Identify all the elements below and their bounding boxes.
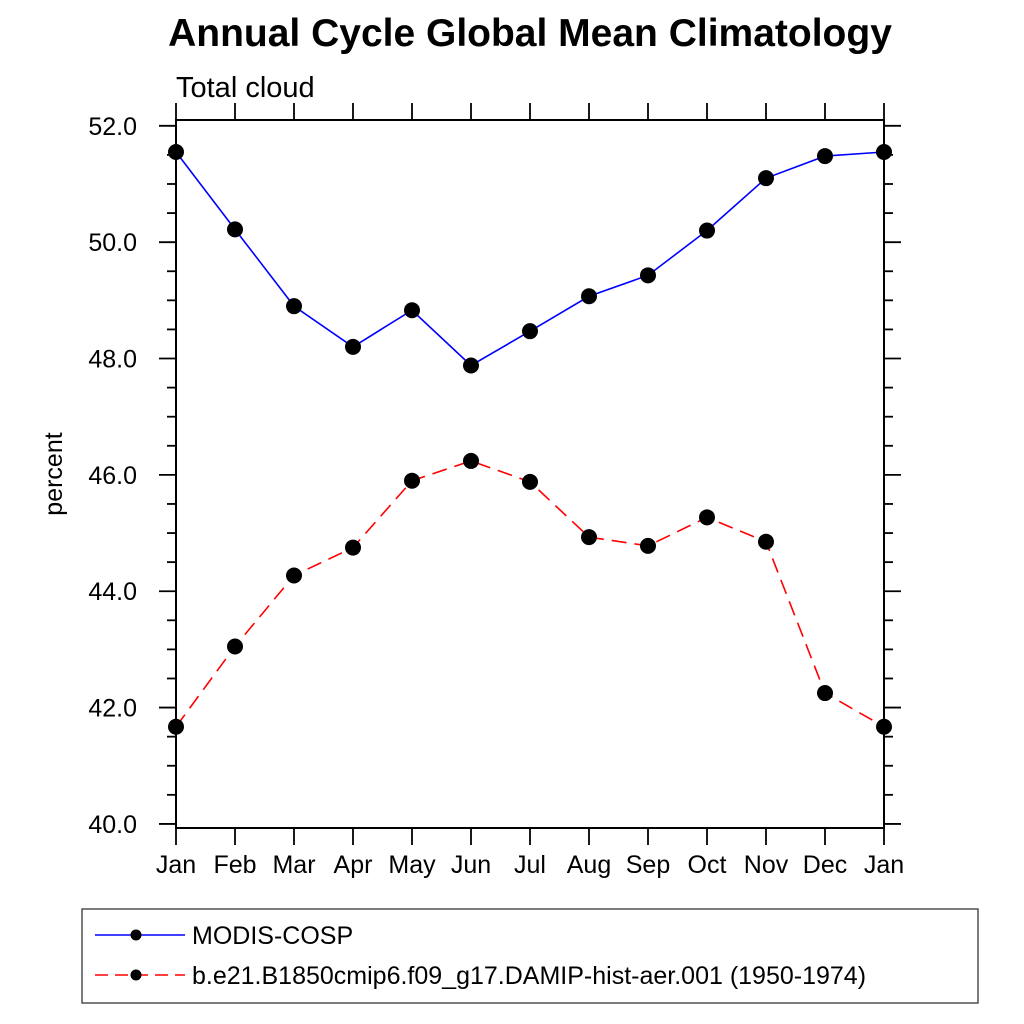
x-tick-label: Mar	[272, 851, 315, 879]
data-point-marker	[404, 472, 420, 489]
data-point-marker	[817, 685, 833, 702]
data-point-marker	[876, 718, 892, 735]
data-point-marker	[463, 357, 479, 374]
legend: MODIS-COSP b.e21.B1850cmip6.f09_g17.DAMI…	[81, 908, 979, 1004]
data-point-marker	[345, 539, 361, 556]
x-tick-label: Apr	[334, 851, 373, 879]
data-point-marker	[581, 288, 597, 305]
y-tick-label: 40.0	[88, 811, 137, 839]
data-point-marker	[758, 533, 774, 550]
chart-title: Annual Cycle Global Mean Climatology	[168, 12, 892, 55]
x-tick-label: Oct	[688, 851, 727, 879]
data-point-marker	[227, 221, 243, 238]
chart-left-label: Total cloud	[176, 72, 315, 104]
plot-area: Jan Feb Mar Apr May Jun Jul Aug Sep Oct Nov Dec Jan 4…	[88, 103, 904, 879]
data-point-marker	[640, 537, 656, 554]
x-tick-label: Jun	[451, 851, 491, 879]
x-tick-label: Aug	[567, 851, 611, 879]
data-point-marker	[699, 222, 715, 239]
data-point-marker	[345, 338, 361, 355]
data-point-marker	[758, 170, 774, 187]
data-point-marker	[227, 638, 243, 655]
data-point-marker	[463, 452, 479, 469]
data-point-marker	[581, 529, 597, 546]
data-point-marker	[168, 143, 184, 160]
y-tick-label: 44.0	[88, 578, 137, 606]
x-tick-label: Jan	[864, 851, 904, 879]
data-point-marker	[286, 298, 302, 315]
x-tick-label: Sep	[626, 851, 670, 879]
legend-label-modis-cosp: MODIS-COSP	[192, 922, 353, 950]
legend-marker-icon	[130, 969, 142, 981]
y-tick-label: 52.0	[88, 113, 137, 141]
data-point-marker	[876, 143, 892, 160]
legend-label-model-run: b.e21.B1850cmip6.f09_g17.DAMIP-hist-aer.…	[192, 962, 866, 990]
y-tick-label: 42.0	[88, 695, 137, 723]
legend-border	[81, 908, 979, 1004]
x-tick-label: Nov	[744, 851, 789, 879]
data-point-marker	[640, 267, 656, 284]
y-tick-label: 50.0	[88, 229, 137, 257]
data-point-marker	[286, 567, 302, 584]
data-point-marker	[522, 323, 538, 340]
x-tick-label: Feb	[213, 851, 256, 879]
legend-marker-icon	[130, 929, 142, 941]
x-tick-label: Jan	[156, 851, 196, 879]
y-axis-title: percent	[40, 432, 68, 515]
x-tick-label: Dec	[803, 851, 847, 879]
y-tick-label: 48.0	[88, 346, 137, 374]
data-point-marker	[404, 302, 420, 319]
series-line-model-run	[175, 460, 885, 728]
y-tick-label: 46.0	[88, 462, 137, 490]
data-point-marker	[168, 718, 184, 735]
data-point-marker	[522, 473, 538, 490]
data-point-marker	[699, 509, 715, 526]
x-tick-label: May	[388, 851, 436, 879]
x-tick-label: Jul	[514, 851, 546, 879]
data-point-marker	[817, 148, 833, 165]
